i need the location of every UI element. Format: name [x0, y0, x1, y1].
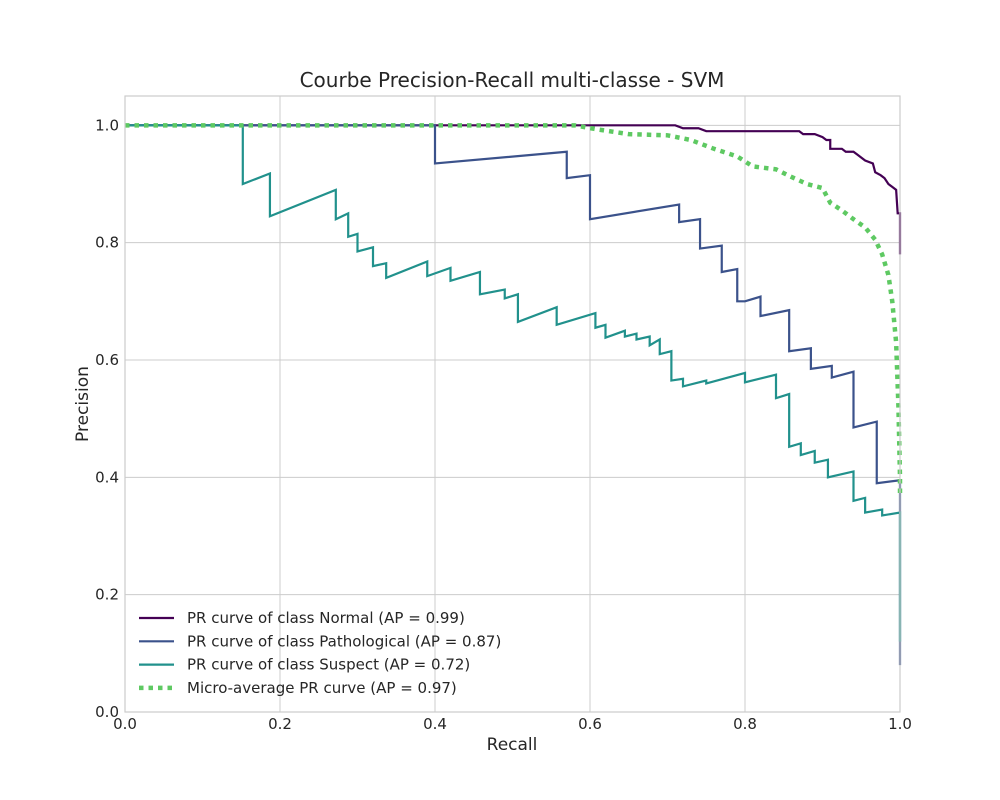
series-line-0 [125, 124, 902, 255]
legend-label-1: PR curve of class Pathological (AP = 0.8… [187, 632, 501, 650]
x-tick-label: 0.8 [733, 715, 757, 733]
y-tick-label: 0.2 [95, 586, 119, 604]
x-tick-label: 0.4 [423, 715, 447, 733]
y-tick-label: 0.0 [95, 703, 119, 721]
series-line-3 [125, 123, 903, 495]
x-tick-label: 0.0 [113, 715, 137, 733]
y-axis-label: Precision [73, 366, 93, 442]
x-tick-label: 0.2 [268, 715, 292, 733]
x-tick-label: 0.6 [578, 715, 602, 733]
y-tick-label: 0.8 [95, 234, 119, 252]
y-tick-label: 0.6 [95, 351, 119, 369]
y-tick-label: 1.0 [95, 116, 119, 134]
series-layer [125, 123, 903, 666]
chart-title: Courbe Precision-Recall multi-classe - S… [300, 68, 725, 92]
legend: PR curve of class Normal (AP = 0.99) PR c… [139, 609, 501, 697]
legend-label-0: PR curve of class Normal (AP = 0.99) [187, 609, 465, 627]
tick-labels: 0.0 0.2 0.4 0.6 0.8 1.0 0.0 0.2 0.4 0.6 0.8 1.0 [95, 116, 912, 733]
series-line-1 [125, 124, 902, 666]
plot-frame [124, 95, 901, 713]
x-tick-label: 1.0 [888, 715, 912, 733]
plot-area [125, 96, 900, 712]
y-tick-label: 0.4 [95, 468, 119, 486]
legend-label-2: PR curve of class Suspect (AP = 0.72) [187, 656, 470, 674]
x-axis-label: Recall [487, 735, 538, 755]
series-line-2 [125, 124, 902, 642]
legend-label-3: Micro-average PR curve (AP = 0.97) [187, 679, 457, 697]
